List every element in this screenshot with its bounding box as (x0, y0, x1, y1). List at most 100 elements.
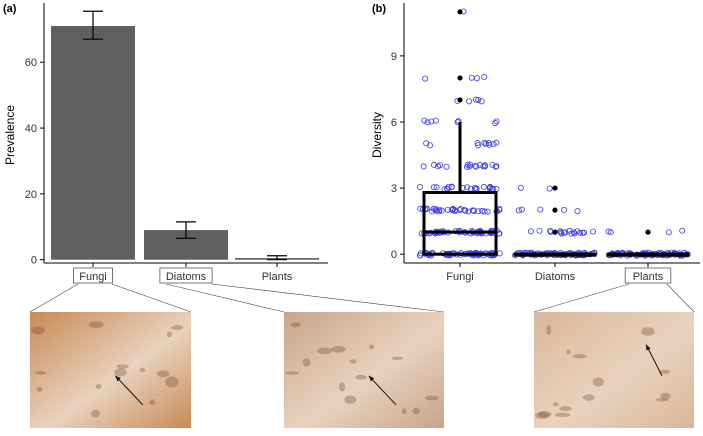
micrograph-texture (546, 325, 552, 336)
micrograph-texture (116, 364, 129, 369)
data-point (420, 163, 427, 170)
micrograph-texture (344, 395, 357, 404)
data-point (518, 206, 525, 213)
outlier-point (552, 185, 558, 191)
micrograph-texture (559, 406, 572, 412)
panel-a-y-tick-label: 20 (25, 189, 37, 201)
data-point (493, 139, 500, 146)
micrograph-texture (553, 402, 559, 407)
outlier-point (552, 229, 558, 235)
data-point (481, 139, 488, 146)
micrograph-diatoms (284, 312, 444, 428)
micrograph-texture (355, 374, 368, 380)
micrograph-texture (290, 322, 301, 328)
data-point (464, 161, 471, 168)
micrograph-texture (641, 327, 655, 336)
connector-line (29, 283, 79, 313)
data-point (455, 118, 462, 125)
data-point (536, 227, 543, 234)
micrograph-texture (535, 412, 550, 420)
micrograph-texture (114, 368, 127, 377)
micrograph-texture (149, 399, 156, 406)
micrograph-texture (316, 347, 333, 355)
data-point (468, 74, 475, 81)
micrograph-panels (29, 283, 695, 428)
arrow-head-icon (115, 375, 121, 382)
data-point (485, 140, 492, 147)
panel-b-outliers (457, 9, 651, 235)
data-point (475, 96, 482, 103)
data-point (428, 118, 435, 125)
micrograph-texture (338, 382, 346, 392)
arrow-head-icon (368, 375, 375, 382)
data-point (482, 162, 489, 169)
data-point (568, 230, 575, 237)
panel-a-bar-chart: (a) Prevalence 0 20 40 60 Fungi Diatoms Plant… (3, 3, 328, 284)
panel-b-y-tick-label: 3 (391, 183, 397, 195)
data-point (435, 208, 442, 215)
micrograph-texture (401, 408, 407, 415)
micrograph-texture (572, 354, 587, 359)
micrograph-texture (156, 370, 170, 378)
panel-b-scatter-box-chart: (b) Diversity 0 3 6 9 Fungi Diatoms Plants (370, 3, 700, 284)
data-point (478, 98, 485, 105)
panel-a-y-tick-label: 60 (25, 57, 37, 69)
micrograph-texture (34, 371, 47, 375)
data-point (493, 163, 500, 170)
category-label-frame (159, 267, 213, 284)
micrograph-plants (534, 312, 694, 428)
micrograph-texture (349, 359, 357, 364)
data-point (437, 162, 444, 169)
micrograph-texture (658, 369, 671, 374)
micrograph-texture (170, 325, 184, 330)
panel-a-y-tick-label: 40 (25, 123, 37, 135)
panel-a-y-ticks: 0 20 40 60 (25, 57, 44, 267)
micrograph-texture (166, 331, 173, 338)
panel-b-x-tick-label: Diatoms (535, 271, 576, 283)
micrograph-texture (391, 356, 404, 361)
data-point (562, 229, 569, 236)
data-point (537, 206, 544, 213)
bar-fungi (51, 26, 135, 260)
panel-a-error-bars (83, 10, 287, 261)
outlier-point (457, 9, 463, 15)
micrograph-texture (425, 395, 439, 401)
outlier-point (457, 97, 463, 103)
panel-a-x-tick-label: Plants (262, 271, 293, 283)
panel-a-bars (51, 26, 319, 260)
data-point (517, 184, 524, 191)
panel-b-points (417, 8, 691, 259)
data-point (480, 163, 487, 170)
outlier-point (457, 75, 463, 81)
data-point (464, 184, 471, 191)
panel-a-x-tick-label: Diatoms (166, 271, 207, 283)
micrograph-fungi (30, 312, 191, 428)
micrograph-texture (165, 376, 179, 388)
outlier-point (552, 207, 558, 213)
data-point (466, 163, 473, 170)
micrograph-texture (592, 377, 605, 387)
data-point (473, 75, 480, 82)
micrograph-texture (36, 386, 43, 392)
connector-line (165, 283, 285, 313)
panel-b-boxplots (422, 121, 690, 257)
data-point (422, 75, 429, 82)
data-point (438, 207, 445, 214)
panel-b-y-ticks: 0 3 6 9 (391, 51, 404, 261)
data-point (417, 183, 424, 190)
data-point (571, 230, 578, 237)
data-point (444, 206, 451, 213)
panel-a-y-tick-label: 0 (31, 255, 37, 267)
micrograph-texture (139, 367, 146, 373)
data-point (581, 229, 588, 236)
data-point (481, 208, 488, 215)
data-point (432, 117, 439, 124)
connector-line (111, 283, 192, 313)
data-point (462, 207, 469, 214)
panel-a-x-tick-label: Fungi (79, 271, 107, 283)
micrograph-texture (412, 407, 420, 415)
data-point (515, 207, 522, 214)
data-point (557, 229, 564, 236)
data-point (452, 207, 459, 214)
